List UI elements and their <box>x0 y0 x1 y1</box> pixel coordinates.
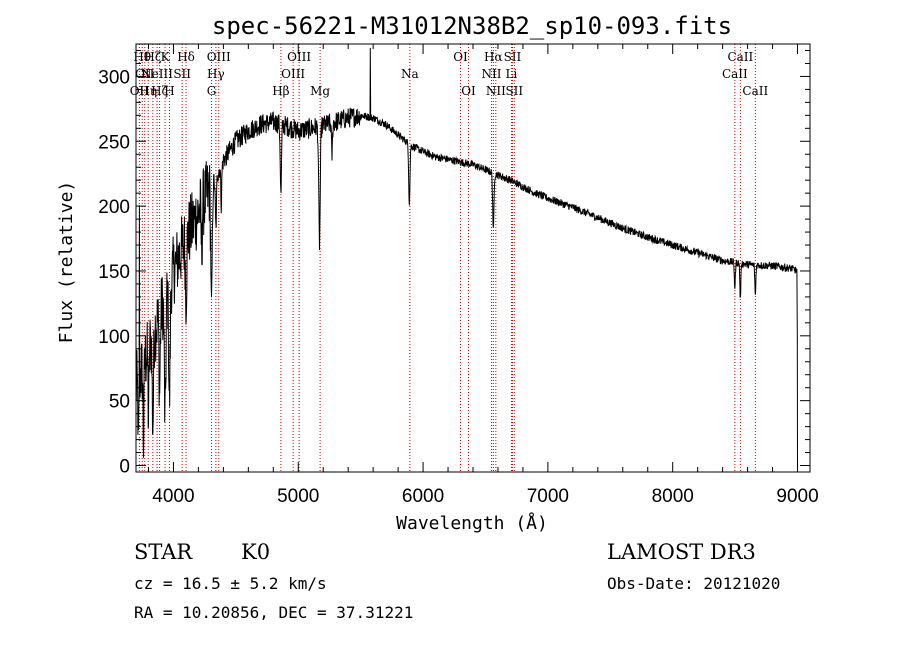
y-tick-label: 100 <box>98 327 130 348</box>
x-tick-label: 9000 <box>776 486 818 507</box>
obs-date: Obs-Date: 20121020 <box>607 574 781 593</box>
y-tick-label: 300 <box>98 67 130 88</box>
marker-label-Hη: Hη <box>139 84 157 98</box>
line-markers <box>138 44 756 472</box>
x-tick-label: 6000 <box>402 486 444 507</box>
y-tick-label: 250 <box>98 132 130 153</box>
spectrum-line <box>135 47 798 466</box>
marker-label-CaII: CaII <box>742 84 768 98</box>
y-tick-label: 200 <box>98 197 130 218</box>
marker-label-CaII: CaII <box>722 67 748 81</box>
subclass: K0 <box>241 540 271 564</box>
marker-label-Hβ: Hβ <box>272 84 289 98</box>
y-tick-label: 0 <box>119 457 130 478</box>
survey-name: LAMOST DR3 <box>607 540 756 564</box>
marker-label-NII: NII <box>486 84 506 98</box>
marker-label-OII: OII <box>135 67 155 81</box>
marker-label-Hζ: Hζ <box>151 84 168 98</box>
y-tick-label: 150 <box>98 262 130 283</box>
x-tick-label: 8000 <box>652 486 694 507</box>
x-tick-label: 4000 <box>152 486 194 507</box>
marker-label-NII: NII <box>481 67 501 81</box>
marker-label-OI: OI <box>453 50 468 64</box>
marker-label-OIII: OIII <box>281 67 305 81</box>
marker-label-OI: OI <box>461 84 476 98</box>
coordinates-text: RA = 10.20856, DEC = 37.31221 <box>134 603 414 622</box>
redshift-text: cz = 16.5 ± 5.2 km/s <box>134 574 327 593</box>
marker-label-SII: SII <box>504 50 522 64</box>
marker-label-Li: Li <box>506 67 518 81</box>
y-tick-label: 50 <box>109 392 130 413</box>
marker-label-SII: SII <box>505 84 523 98</box>
marker-label-G: G <box>207 84 217 98</box>
object-class: STAR <box>134 540 193 564</box>
marker-label-Mg: Mg <box>310 84 330 98</box>
marker-label-Hζ: Hζ <box>144 50 161 64</box>
marker-label-OII: OII <box>130 84 150 98</box>
x-axis-label: Wavelength (Å) <box>396 512 548 534</box>
marker-label-OIII: OIII <box>207 50 231 64</box>
marker-label-Hγ: Hγ <box>207 67 225 81</box>
marker-label-Hθ: Hθ <box>133 50 151 64</box>
x-tick-label: 7000 <box>527 486 569 507</box>
marker-label-K: K <box>161 50 171 64</box>
chart-title: spec-56221-M31012N38B2_sp10-093.fits <box>212 12 732 40</box>
line-marker-labels: OIIHθOIIHηHζNeIIIHζKHSIIHδGHγOIIIHβOIIIO… <box>130 50 769 98</box>
marker-label-CaII: CaII <box>727 50 753 64</box>
x-tick-label: 5000 <box>277 486 319 507</box>
marker-label-NeIII: NeIII <box>141 67 173 81</box>
marker-label-Hδ: Hδ <box>177 50 195 64</box>
y-axis: 0 50 100 150 200 250 300 <box>98 49 810 478</box>
marker-label-OIII: OIII <box>287 50 311 64</box>
marker-label-Hα: Hα <box>484 50 503 64</box>
marker-label-Na: Na <box>401 67 419 81</box>
x-axis: 4000 5000 6000 7000 8000 9000 <box>147 44 819 507</box>
marker-label-H: H <box>164 84 174 98</box>
marker-label-SII: SII <box>173 67 191 81</box>
y-axis-label: Flux (relative) <box>56 181 77 344</box>
